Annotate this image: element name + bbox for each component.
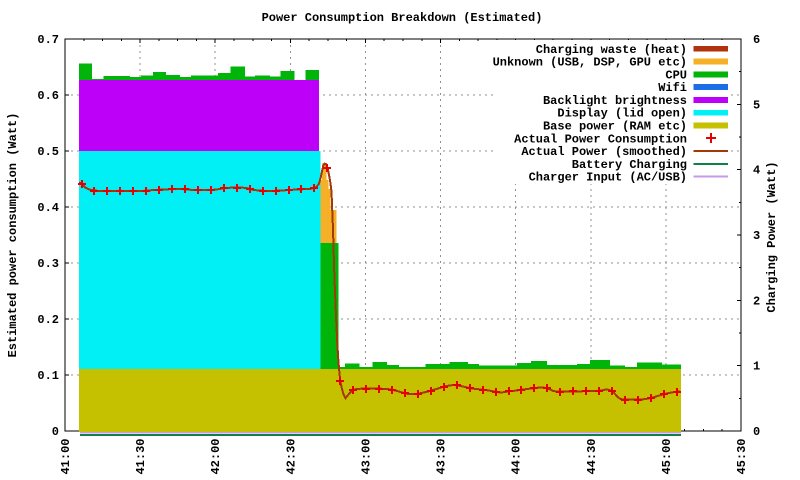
svg-text:0.2: 0.2 bbox=[37, 313, 59, 327]
svg-text:Actual Power Consumption: Actual Power Consumption bbox=[514, 132, 687, 146]
svg-text:5: 5 bbox=[753, 98, 760, 112]
svg-text:45:30: 45:30 bbox=[735, 439, 749, 475]
svg-text:Estimated power consumption (W: Estimated power consumption (Watt) bbox=[6, 113, 20, 358]
svg-text:Wifi: Wifi bbox=[658, 81, 687, 95]
svg-text:1: 1 bbox=[753, 360, 760, 374]
svg-text:Backlight brightness: Backlight brightness bbox=[543, 94, 687, 108]
svg-text:Base power (RAM etc): Base power (RAM etc) bbox=[543, 120, 687, 134]
svg-text:Charger Input (AC/USB): Charger Input (AC/USB) bbox=[529, 171, 687, 185]
svg-text:0.6: 0.6 bbox=[37, 89, 59, 103]
svg-text:45:00: 45:00 bbox=[660, 439, 674, 475]
svg-text:0.7: 0.7 bbox=[37, 33, 59, 47]
svg-text:Display (lid open): Display (lid open) bbox=[557, 107, 687, 121]
svg-text:Power Consumption Breakdown (E: Power Consumption Breakdown (Estimated) bbox=[262, 11, 543, 25]
svg-text:Unknown (USB, DSP, GPU etc): Unknown (USB, DSP, GPU etc) bbox=[493, 56, 687, 70]
svg-text:4: 4 bbox=[753, 164, 760, 178]
svg-text:41:30: 41:30 bbox=[134, 439, 148, 475]
svg-text:0.5: 0.5 bbox=[37, 145, 59, 159]
svg-text:0: 0 bbox=[52, 425, 59, 439]
svg-text:43:30: 43:30 bbox=[435, 439, 449, 475]
svg-text:CPU: CPU bbox=[665, 68, 687, 82]
svg-text:Actual Power (smoothed): Actual Power (smoothed) bbox=[521, 145, 687, 159]
svg-text:3: 3 bbox=[753, 229, 760, 243]
svg-text:44:00: 44:00 bbox=[510, 439, 524, 475]
svg-text:Charging Power (Watt): Charging Power (Watt) bbox=[765, 161, 779, 312]
svg-text:6: 6 bbox=[753, 33, 760, 47]
svg-text:44:30: 44:30 bbox=[585, 439, 599, 475]
svg-text:2: 2 bbox=[753, 294, 760, 308]
svg-text:0.4: 0.4 bbox=[37, 201, 59, 215]
svg-text:Battery Charging: Battery Charging bbox=[572, 158, 687, 172]
svg-text:43:00: 43:00 bbox=[359, 439, 373, 475]
svg-text:42:00: 42:00 bbox=[209, 439, 223, 475]
svg-text:42:30: 42:30 bbox=[284, 439, 298, 475]
svg-text:Charging waste (heat): Charging waste (heat) bbox=[536, 43, 687, 57]
svg-text:0.3: 0.3 bbox=[37, 257, 59, 271]
svg-text:0.1: 0.1 bbox=[37, 369, 59, 383]
svg-text:41:00: 41:00 bbox=[59, 439, 73, 475]
svg-text:0: 0 bbox=[753, 425, 760, 439]
